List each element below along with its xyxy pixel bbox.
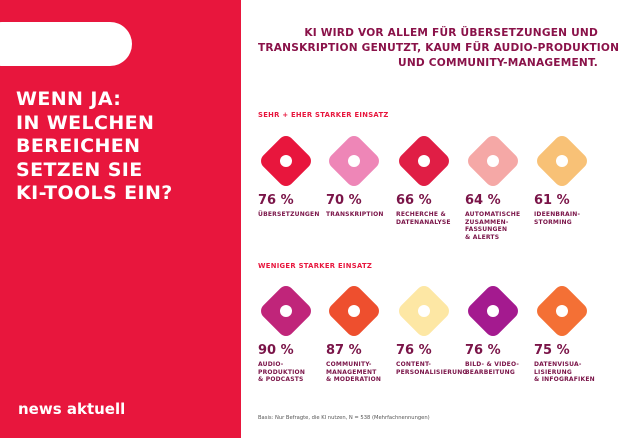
usage-percent: 61 % xyxy=(534,193,570,208)
diamond-hole xyxy=(556,155,568,167)
diamond-icon xyxy=(395,282,453,340)
usage-label-line: IDEENBRAIN- xyxy=(534,211,581,218)
diamond-icon xyxy=(325,282,383,340)
usage-label-line: LISIERUNG xyxy=(534,368,572,376)
usage-label-line: PRODUKTION xyxy=(258,368,306,376)
diamond-hole xyxy=(487,155,499,167)
diamond-icon xyxy=(464,132,522,190)
diamond-icon xyxy=(395,132,453,190)
usage-label: IDEENBRAIN- STORMING xyxy=(534,211,606,226)
usage-item: 64 % AUTOMATISCHE ZUSAMMEN- FASSUNGEN & ALER… xyxy=(464,132,537,241)
usage-label-line: BILD- & VIDEO- xyxy=(465,361,520,368)
usage-percent: 90 % xyxy=(258,343,294,358)
usage-label-line: DATENVISUA- xyxy=(534,361,582,368)
usage-percent: 64 % xyxy=(465,193,501,208)
usage-label-line: CONTENT- xyxy=(396,361,432,368)
usage-label-line: RECHERCHE & xyxy=(396,211,446,218)
usage-label: AUTOMATISCHE ZUSAMMEN- FASSUNGEN & ALERTS xyxy=(465,211,537,241)
brand-logo: news aktuell xyxy=(18,400,126,418)
usage-label-line: ÜBERSETZUNGEN xyxy=(258,211,320,218)
usage-label-line: STORMING xyxy=(534,218,572,226)
usage-item: 70 % TRANSKRIPTION xyxy=(325,132,398,219)
usage-percent: 76 % xyxy=(465,343,501,358)
usage-item: 66 % RECHERCHE & DATENANALYSE xyxy=(395,132,468,226)
usage-percent: 66 % xyxy=(396,193,432,208)
headline-line: IN WELCHEN xyxy=(16,111,155,134)
diamond-icon xyxy=(325,132,383,190)
section-title-weak: WENIGER STARKER EINSATZ xyxy=(258,262,373,270)
diamond-hole xyxy=(556,305,568,317)
footnote: Basis: Nur Befragte, die KI nutzen, N = … xyxy=(258,415,430,421)
headline: WENN JA: IN WELCHEN BEREICHEN SETZEN SIE… xyxy=(16,88,231,206)
usage-item: 75 % DATENVISUA- LISIERUNG & INFOGRAFIKEN xyxy=(533,282,606,384)
diamond-hole xyxy=(280,155,292,167)
usage-item: 76 % ÜBERSETZUNGEN xyxy=(257,132,330,219)
usage-label-line: AUDIO- xyxy=(258,361,284,368)
decorative-pill xyxy=(0,22,132,66)
usage-percent: 87 % xyxy=(326,343,362,358)
diamond-icon xyxy=(533,282,591,340)
usage-label-line: ZUSAMMEN- xyxy=(465,218,509,226)
usage-label: RECHERCHE & DATENANALYSE xyxy=(396,211,468,226)
usage-label-line: FASSUNGEN xyxy=(465,226,508,234)
usage-label: DATENVISUA- LISIERUNG & INFOGRAFIKEN xyxy=(534,361,606,384)
usage-label-line: MANAGEMENT xyxy=(326,368,377,376)
diamond-hole xyxy=(348,155,360,167)
diamond-hole xyxy=(418,155,430,167)
section-title-strong: SEHR + EHER STARKER EINSATZ xyxy=(258,111,389,119)
intro-line: UND COMMUNITY-MANAGEMENT. xyxy=(398,57,598,69)
usage-item: 90 % AUDIO- PRODUKTION & PODCASTS xyxy=(257,282,330,384)
left-panel: WENN JA: IN WELCHEN BEREICHEN SETZEN SIE… xyxy=(0,0,241,438)
intro-statement: KI WIRD VOR ALLEM FÜR ÜBERSETZUNGEN UND … xyxy=(258,26,620,71)
usage-label-line: & ALERTS xyxy=(465,233,500,241)
usage-label-line: AUTOMATISCHE xyxy=(465,211,521,218)
headline-line: WENN JA: xyxy=(16,88,122,110)
usage-label-line: TRANSKRIPTION xyxy=(326,211,384,218)
usage-item: 76 % CONTENT- PERSONALISIERUNG xyxy=(395,282,468,376)
intro-line: TRANSKRIPTION GENUTZT, KAUM FÜR AUDIO-PR… xyxy=(258,42,620,54)
intro-line: KI WIRD VOR ALLEM FÜR ÜBERSETZUNGEN UND xyxy=(304,27,598,39)
usage-percent: 76 % xyxy=(258,193,294,208)
usage-label-line: & MODERATION xyxy=(326,376,382,384)
usage-label: COMMUNITY- MANAGEMENT & MODERATION xyxy=(326,361,398,384)
usage-label-line: & PODCASTS xyxy=(258,376,304,384)
usage-percent: 75 % xyxy=(534,343,570,358)
diamond-icon xyxy=(464,282,522,340)
usage-percent: 70 % xyxy=(326,193,362,208)
usage-label-line: & INFOGRAFIKEN xyxy=(534,376,595,384)
usage-label: ÜBERSETZUNGEN xyxy=(258,211,330,219)
usage-label: BILD- & VIDEO- BEARBEITUNG xyxy=(465,361,537,376)
diamond-hole xyxy=(487,305,499,317)
usage-label-line: DATENANALYSE xyxy=(396,218,451,226)
usage-label-line: PERSONALISIERUNG xyxy=(396,368,468,376)
usage-label-line: BEARBEITUNG xyxy=(465,368,515,376)
usage-label: TRANSKRIPTION xyxy=(326,211,398,219)
usage-label: CONTENT- PERSONALISIERUNG xyxy=(396,361,468,376)
usage-label: AUDIO- PRODUKTION & PODCASTS xyxy=(258,361,330,384)
usage-item: 87 % COMMUNITY- MANAGEMENT & MODERATION xyxy=(325,282,398,384)
diamond-icon xyxy=(533,132,591,190)
usage-item: 76 % BILD- & VIDEO- BEARBEITUNG xyxy=(464,282,537,376)
usage-percent: 76 % xyxy=(396,343,432,358)
headline-line: KI-TOOLS EIN? xyxy=(16,182,173,204)
diamond-hole xyxy=(348,305,360,317)
usage-label-line: COMMUNITY- xyxy=(326,361,372,368)
headline-line: BEREICHEN xyxy=(16,135,141,157)
diamond-icon xyxy=(257,132,315,190)
diamond-icon xyxy=(257,282,315,340)
headline-line: SETZEN SIE xyxy=(16,158,143,181)
diamond-hole xyxy=(280,305,292,317)
usage-item: 61 % IDEENBRAIN- STORMING xyxy=(533,132,606,226)
diamond-hole xyxy=(418,305,430,317)
